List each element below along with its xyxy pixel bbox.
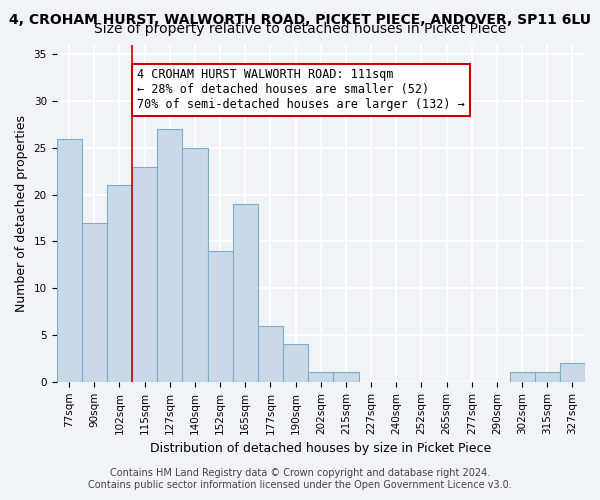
Bar <box>308 372 334 382</box>
Y-axis label: Number of detached properties: Number of detached properties <box>15 115 28 312</box>
Bar <box>56 138 82 382</box>
Text: Size of property relative to detached houses in Picket Piece: Size of property relative to detached ho… <box>94 22 506 36</box>
Bar <box>157 129 182 382</box>
Bar <box>208 251 233 382</box>
Text: 4 CROHAM HURST WALWORTH ROAD: 111sqm
← 28% of detached houses are smaller (52)
7: 4 CROHAM HURST WALWORTH ROAD: 111sqm ← 2… <box>137 68 465 112</box>
Text: 4, CROHAM HURST, WALWORTH ROAD, PICKET PIECE, ANDOVER, SP11 6LU: 4, CROHAM HURST, WALWORTH ROAD, PICKET P… <box>9 12 591 26</box>
Bar <box>509 372 535 382</box>
Bar <box>535 372 560 382</box>
Bar <box>132 166 157 382</box>
Bar <box>82 223 107 382</box>
X-axis label: Distribution of detached houses by size in Picket Piece: Distribution of detached houses by size … <box>150 442 491 455</box>
Bar <box>560 363 585 382</box>
Bar <box>182 148 208 382</box>
Bar <box>334 372 359 382</box>
Bar <box>233 204 258 382</box>
Text: Contains HM Land Registry data © Crown copyright and database right 2024.
Contai: Contains HM Land Registry data © Crown c… <box>88 468 512 490</box>
Bar <box>107 186 132 382</box>
Bar <box>258 326 283 382</box>
Bar <box>283 344 308 382</box>
